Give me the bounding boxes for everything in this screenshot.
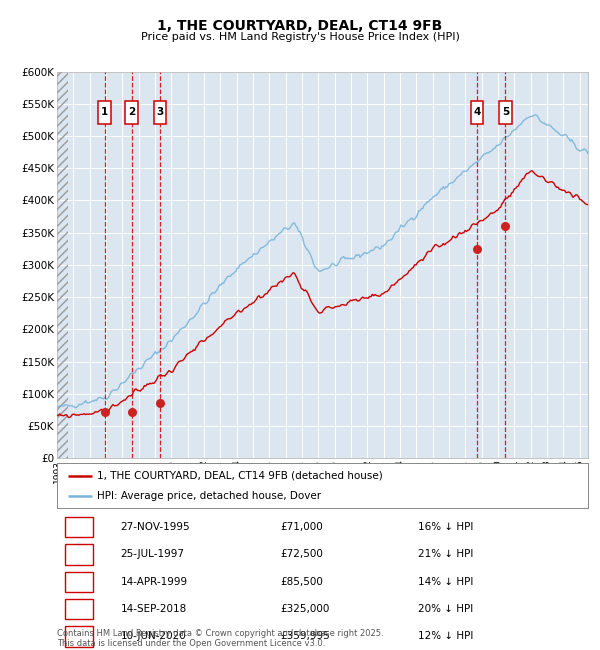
Text: 16% ↓ HPI: 16% ↓ HPI	[418, 522, 473, 532]
Text: Contains HM Land Registry data © Crown copyright and database right 2025.
This d: Contains HM Land Registry data © Crown c…	[57, 629, 383, 648]
Text: 4: 4	[76, 604, 82, 614]
Text: 2: 2	[128, 107, 135, 117]
Text: 4: 4	[473, 107, 481, 117]
FancyBboxPatch shape	[65, 544, 92, 565]
Text: 14-APR-1999: 14-APR-1999	[121, 577, 188, 587]
Text: HPI: Average price, detached house, Dover: HPI: Average price, detached house, Dove…	[97, 491, 321, 500]
Text: 5: 5	[76, 631, 82, 642]
Text: 2: 2	[76, 549, 82, 560]
Text: 25-JUL-1997: 25-JUL-1997	[121, 549, 185, 560]
Text: £72,500: £72,500	[280, 549, 323, 560]
Text: 21% ↓ HPI: 21% ↓ HPI	[418, 549, 473, 560]
Text: 3: 3	[76, 577, 82, 587]
FancyBboxPatch shape	[471, 101, 483, 124]
Bar	[57, 72, 68, 458]
Text: £85,500: £85,500	[280, 577, 323, 587]
FancyBboxPatch shape	[65, 626, 92, 647]
FancyBboxPatch shape	[65, 517, 92, 538]
Text: 20% ↓ HPI: 20% ↓ HPI	[418, 604, 473, 614]
Text: 1, THE COURTYARD, DEAL, CT14 9FB: 1, THE COURTYARD, DEAL, CT14 9FB	[157, 20, 443, 34]
Text: £359,995: £359,995	[280, 631, 330, 642]
Text: 1: 1	[101, 107, 109, 117]
Text: 1: 1	[76, 522, 82, 532]
Text: £71,000: £71,000	[280, 522, 323, 532]
Text: 5: 5	[502, 107, 509, 117]
FancyBboxPatch shape	[98, 101, 111, 124]
Text: £325,000: £325,000	[280, 604, 329, 614]
FancyBboxPatch shape	[499, 101, 512, 124]
Text: 1, THE COURTYARD, DEAL, CT14 9FB (detached house): 1, THE COURTYARD, DEAL, CT14 9FB (detach…	[97, 471, 383, 480]
Text: 27-NOV-1995: 27-NOV-1995	[121, 522, 190, 532]
Text: 14% ↓ HPI: 14% ↓ HPI	[418, 577, 473, 587]
FancyBboxPatch shape	[65, 571, 92, 592]
Text: 10-JUN-2020: 10-JUN-2020	[121, 631, 187, 642]
Text: 3: 3	[156, 107, 163, 117]
Text: 12% ↓ HPI: 12% ↓ HPI	[418, 631, 473, 642]
FancyBboxPatch shape	[65, 599, 92, 619]
Text: 14-SEP-2018: 14-SEP-2018	[121, 604, 187, 614]
Text: Price paid vs. HM Land Registry's House Price Index (HPI): Price paid vs. HM Land Registry's House …	[140, 32, 460, 42]
FancyBboxPatch shape	[125, 101, 138, 124]
FancyBboxPatch shape	[154, 101, 166, 124]
